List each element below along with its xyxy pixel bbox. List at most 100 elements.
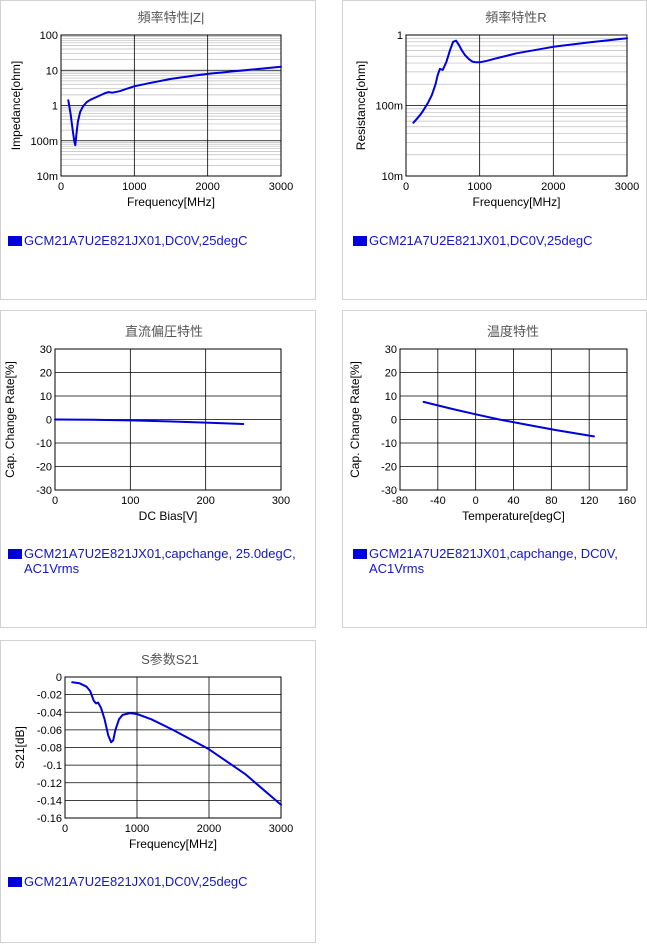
x-axis-label: Frequency[MHz] <box>129 837 217 851</box>
chart-card-temperature: 温度特性 -30 -20 -10 0 10 20 30 -80 -40 0 40 80 120 160 Tem… <box>342 310 647 628</box>
plot-frame <box>399 348 628 491</box>
x-tick-label: -80 <box>392 495 408 507</box>
x-tick-label: 0 <box>403 181 409 193</box>
chart-card-impedance: 頻率特性|Z| 10m 100m 1 10 100 0 1000 2000 3000 Frequen… <box>0 0 316 300</box>
y-tick-label: -0.14 <box>37 795 62 807</box>
plot-frame <box>60 34 282 177</box>
y-tick-label: 10 <box>40 391 52 403</box>
y-axis-label: Cap. Change Rate[%] <box>348 361 362 478</box>
x-tick-label: -40 <box>430 495 446 507</box>
x-tick-label: 80 <box>545 495 557 507</box>
x-axis-label: Frequency[MHz] <box>472 195 560 209</box>
x-tick-label: 300 <box>272 495 290 507</box>
x-tick-label: 200 <box>196 495 214 507</box>
y-tick-label: 30 <box>385 344 397 356</box>
series-line <box>412 37 628 124</box>
y-tick-label: -10 <box>381 438 397 450</box>
legend-dcbias: GCM21A7U2E821JX01,capchange, 25.0degC, A… <box>8 546 298 576</box>
x-tick-label: 3000 <box>615 181 639 193</box>
legend-swatch <box>8 236 22 246</box>
y-tick-label: -20 <box>381 462 397 474</box>
legend-label-dcbias: GCM21A7U2E821JX01,capchange, 25.0degC, A… <box>24 546 296 576</box>
x-tick-label: 2000 <box>541 181 565 193</box>
x-axis-label: DC Bias[V] <box>139 509 198 523</box>
legend-label-resistance: GCM21A7U2E821JX01,DC0V,25degC <box>369 233 593 248</box>
x-axis-label: Temperature[degC] <box>462 509 565 523</box>
legend-resistance: GCM21A7U2E821JX01,DC0V,25degC <box>353 233 643 248</box>
x-tick-label: 40 <box>507 495 519 507</box>
x-tick-label: 1000 <box>122 181 146 193</box>
y-tick-label: 10 <box>46 65 58 77</box>
y-tick-label: 0 <box>391 415 397 427</box>
y-tick-label: -0.16 <box>37 813 62 825</box>
y-tick-label: 0 <box>46 415 52 427</box>
y-tick-label: 1 <box>52 101 58 113</box>
chart-title: 頻率特性R <box>485 10 546 25</box>
y-axis-label: Impedance[ohm] <box>9 61 23 150</box>
y-tick-label: -0.02 <box>37 690 62 702</box>
y-tick-label: 20 <box>385 368 397 380</box>
series-line <box>67 65 282 147</box>
y-tick-label: 100 <box>40 30 58 42</box>
legend-label-impedance: GCM21A7U2E821JX01,DC0V,25degC <box>24 233 248 248</box>
x-tick-label: 160 <box>618 495 636 507</box>
legend-impedance: GCM21A7U2E821JX01,DC0V,25degC <box>8 233 308 248</box>
legend-swatch <box>353 236 367 246</box>
series-line <box>71 681 282 806</box>
chart-s21: S参数S21 -0.16 -0.14 -0.12 -0.1 -0.08 -0.06 -0.04… <box>13 652 293 851</box>
chart-card-dcbias: 直流偏圧特性 -30 -20 -10 0 10 20 30 0 100 200 300 DC Bias[… <box>0 310 316 628</box>
y-tick-label: 10m <box>382 171 403 183</box>
chart-title: S参数S21 <box>141 652 199 667</box>
chart-title: 直流偏圧特性 <box>125 324 203 339</box>
y-tick-label: 1 <box>397 30 403 42</box>
y-tick-label: -20 <box>36 462 52 474</box>
y-tick-label: -30 <box>36 485 52 497</box>
legend-swatch <box>8 549 22 559</box>
series-line <box>54 418 245 425</box>
y-tick-label: -0.12 <box>37 778 62 790</box>
y-tick-label: 10m <box>37 171 58 183</box>
y-tick-label: 100m <box>375 101 403 113</box>
legend-temperature: GCM21A7U2E821JX01,capchange, DC0V, AC1Vr… <box>353 546 643 576</box>
y-tick-label: 10 <box>385 391 397 403</box>
x-tick-label: 100 <box>121 495 139 507</box>
y-tick-label: -30 <box>381 485 397 497</box>
legend-swatch <box>8 877 22 887</box>
y-tick-label: -0.04 <box>37 707 62 719</box>
chart-resistance: 頻率特性R 10m 100m 1 0 1000 2000 3000 Frequency[MHz]… <box>354 10 639 209</box>
x-tick-label: 0 <box>52 495 58 507</box>
x-tick-label: 1000 <box>467 181 491 193</box>
y-axis-label: Resistance[ohm] <box>354 61 368 150</box>
chart-card-resistance: 頻率特性R 10m 100m 1 0 1000 2000 3000 Frequency[MHz]… <box>342 0 647 300</box>
y-tick-label: -0.06 <box>37 725 62 737</box>
x-tick-label: 1000 <box>125 823 149 835</box>
y-tick-label: 0 <box>56 672 62 684</box>
legend-label-s21: GCM21A7U2E821JX01,DC0V,25degC <box>24 874 248 889</box>
plot-frame <box>405 34 628 177</box>
y-axis-label: S21[dB] <box>13 726 27 769</box>
legend-swatch <box>353 549 367 559</box>
legend-label-temperature: GCM21A7U2E821JX01,capchange, DC0V, AC1Vr… <box>369 546 618 576</box>
y-axis-label: Cap. Change Rate[%] <box>3 361 17 478</box>
y-tick-label: -0.1 <box>43 760 62 772</box>
chart-card-s21: S参数S21 -0.16 -0.14 -0.12 -0.1 -0.08 -0.06 -0.04… <box>0 640 316 943</box>
x-tick-label: 2000 <box>197 823 221 835</box>
series-line <box>422 400 595 438</box>
x-tick-label: 0 <box>473 495 479 507</box>
y-tick-label: 30 <box>40 344 52 356</box>
x-tick-label: 0 <box>58 181 64 193</box>
x-axis-label: Frequency[MHz] <box>127 195 215 209</box>
x-tick-label: 3000 <box>269 181 293 193</box>
chart-title: 頻率特性|Z| <box>138 10 205 25</box>
y-tick-label: 100m <box>30 136 58 148</box>
x-tick-label: 0 <box>62 823 68 835</box>
chart-temperature: 温度特性 -30 -20 -10 0 10 20 30 -80 -40 0 40 80 120 160 Tem… <box>348 324 636 523</box>
x-tick-label: 3000 <box>269 823 293 835</box>
x-tick-label: 120 <box>580 495 598 507</box>
chart-title: 温度特性 <box>487 324 539 339</box>
y-tick-label: 20 <box>40 368 52 380</box>
y-tick-label: -0.08 <box>37 743 62 755</box>
plot-frame <box>64 676 282 819</box>
